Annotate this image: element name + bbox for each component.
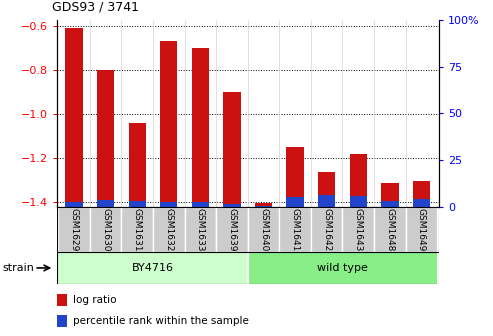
Bar <box>247 252 437 284</box>
Bar <box>90 207 121 252</box>
Bar <box>350 196 367 207</box>
Text: GSM1641: GSM1641 <box>290 208 300 251</box>
Text: wild type: wild type <box>317 263 368 273</box>
Text: BY4716: BY4716 <box>132 263 174 273</box>
Text: GSM1629: GSM1629 <box>70 208 78 251</box>
Bar <box>286 197 304 207</box>
Bar <box>160 202 177 207</box>
Bar <box>318 172 335 196</box>
Bar <box>192 202 209 207</box>
Bar <box>57 315 68 327</box>
Bar <box>129 123 146 201</box>
Bar <box>129 201 146 207</box>
Bar <box>311 207 343 252</box>
Bar <box>413 199 430 207</box>
Bar <box>255 203 272 206</box>
Bar <box>58 207 90 252</box>
Bar <box>192 48 209 202</box>
Text: GSM1631: GSM1631 <box>133 208 141 252</box>
Text: GDS93 / 3741: GDS93 / 3741 <box>52 0 139 13</box>
Text: GSM1633: GSM1633 <box>196 208 205 252</box>
Bar <box>66 28 83 202</box>
Bar <box>247 207 280 252</box>
Bar <box>66 202 83 207</box>
Bar <box>57 294 68 306</box>
Text: GSM1643: GSM1643 <box>354 208 363 251</box>
Bar <box>184 207 216 252</box>
Bar <box>121 207 153 252</box>
Bar <box>216 207 247 252</box>
Text: GSM1640: GSM1640 <box>259 208 268 251</box>
Text: percentile rank within the sample: percentile rank within the sample <box>73 316 248 326</box>
Text: GSM1639: GSM1639 <box>227 208 237 252</box>
Bar <box>374 207 406 252</box>
Bar <box>381 201 398 207</box>
Bar <box>255 206 272 207</box>
Text: GSM1642: GSM1642 <box>322 208 331 251</box>
Bar <box>406 207 437 252</box>
Bar <box>223 92 241 204</box>
Bar <box>350 154 367 196</box>
Bar <box>223 204 241 207</box>
Text: GSM1649: GSM1649 <box>417 208 426 251</box>
Text: GSM1648: GSM1648 <box>386 208 394 251</box>
Bar <box>153 207 184 252</box>
Bar <box>58 252 247 284</box>
Bar <box>97 70 114 200</box>
Bar <box>97 200 114 207</box>
Bar <box>280 207 311 252</box>
Bar <box>381 183 398 201</box>
Bar <box>318 196 335 207</box>
Bar <box>413 181 430 199</box>
Bar <box>286 147 304 197</box>
Bar <box>343 207 374 252</box>
Text: strain: strain <box>2 263 35 273</box>
Text: log ratio: log ratio <box>73 295 116 305</box>
Text: GSM1632: GSM1632 <box>164 208 174 251</box>
Bar <box>160 41 177 202</box>
Text: GSM1630: GSM1630 <box>101 208 110 252</box>
